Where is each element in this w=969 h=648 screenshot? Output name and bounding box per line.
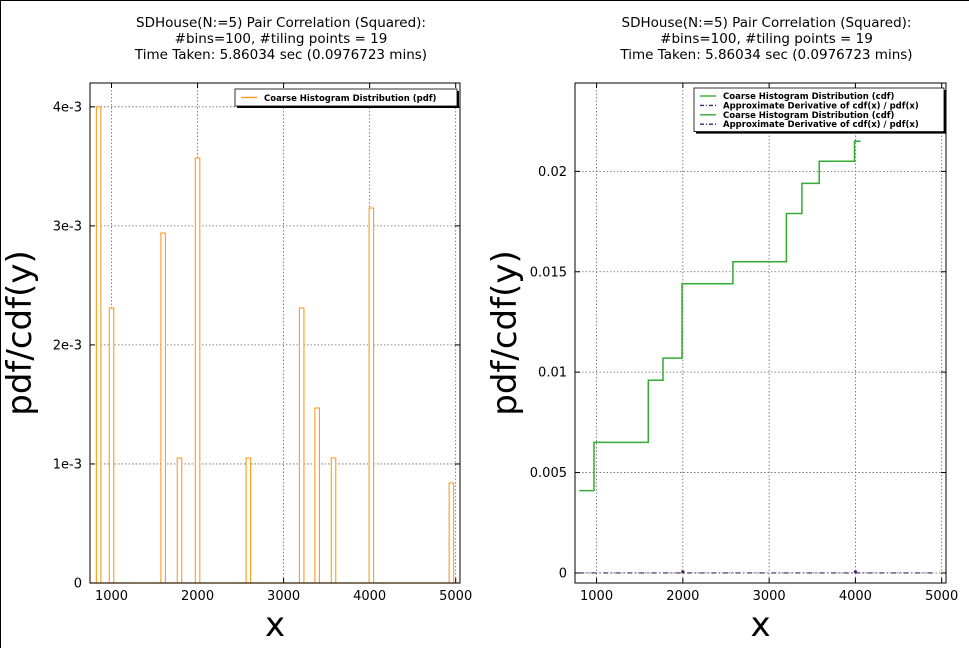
y-tick-label: 3e-3 [53,219,82,234]
x-tick-label: 1000 [580,589,613,604]
y-axis-label: pdf/cdf(y) [0,250,40,415]
plot-area-border [89,82,461,584]
x-tick-label: 5000 [925,589,958,604]
legend-label-2: Approximate Derivative of cdf(x) / pdf(x… [723,101,919,111]
legend-box [234,88,458,107]
y-tick-label: 0.005 [530,466,567,481]
y-tick-label: 4e-3 [53,100,82,115]
x-tick-label: 4000 [353,589,386,604]
y-tick-label: 0 [74,577,82,592]
y-axis-label: pdf/cdf(y) [485,250,525,415]
y-tick-label: 0.01 [538,366,567,381]
figure-border-left [0,0,1,648]
x-tick-label: 4000 [839,589,872,604]
y-tick-label: 0.02 [538,165,567,180]
chart-title-line-3: Time Taken: 5.86034 sec (0.0976723 mins) [619,47,912,63]
legend-label-4: Approximate Derivative of cdf(x) / pdf(x… [723,120,919,130]
x-axis-label: x [265,605,285,645]
histogram-bar-7 [298,307,305,584]
y-tick-label: 0.015 [530,265,567,280]
chart-title-line-2: #bins=100, #tiling points = 19 [175,31,388,47]
histogram-bar-9 [330,457,337,584]
legend-box [693,87,945,132]
x-tick-label: 2000 [181,589,214,604]
histogram-bar-10 [368,207,375,584]
chart-title-line-3: Time Taken: 5.86034 sec (0.0976723 mins) [134,47,427,63]
plot-area-border [574,82,947,584]
chart-title-line-1: SDHouse(N:=5) Pair Correlation (Squared)… [136,15,426,31]
grid-lines [90,83,460,583]
histogram-bar-1 [95,106,102,584]
cdf-step-line [579,140,861,492]
legend: Coarse Histogram Distribution (cdf)Appro… [693,87,946,134]
legend-label-pdf: Coarse Histogram Distribution (pdf) [264,94,437,104]
chart-title-line-2: #bins=100, #tiling points = 19 [660,31,873,47]
histogram-bar-8 [314,407,320,584]
x-tick-label: 5000 [439,589,472,604]
histogram-bar-5 [194,157,201,584]
derivative-spike-1 [681,570,685,573]
legend-label-3: Coarse Histogram Distribution (cdf) [723,111,894,121]
y-tick-label: 1e-3 [53,457,82,472]
histogram-bar-3 [160,232,166,584]
figure-border-top [0,0,969,1]
histogram-bar-6 [245,457,252,584]
derivative-spike-2 [853,570,857,573]
histogram-bar-2 [108,307,115,584]
legend: Coarse Histogram Distribution (pdf) [234,88,459,108]
x-tick-label: 2000 [666,589,699,604]
right-chart: SDHouse(N:=5) Pair Correlation (Squared)… [485,15,958,645]
left-chart: SDHouse(N:=5) Pair Correlation (Squared)… [0,15,472,645]
x-tick-label: 3000 [267,589,300,604]
x-tick-label: 1000 [95,589,128,604]
grid-lines [575,83,946,583]
histogram-bar-11 [448,482,455,584]
legend-label-1: Coarse Histogram Distribution (cdf) [723,92,894,102]
chart-title-line-1: SDHouse(N:=5) Pair Correlation (Squared)… [622,15,912,31]
x-axis-label: x [750,605,770,645]
x-tick-label: 3000 [753,589,786,604]
y-tick-label: 2e-3 [53,338,82,353]
histogram-bar-4 [176,457,183,584]
y-tick-label: 0 [559,566,567,581]
